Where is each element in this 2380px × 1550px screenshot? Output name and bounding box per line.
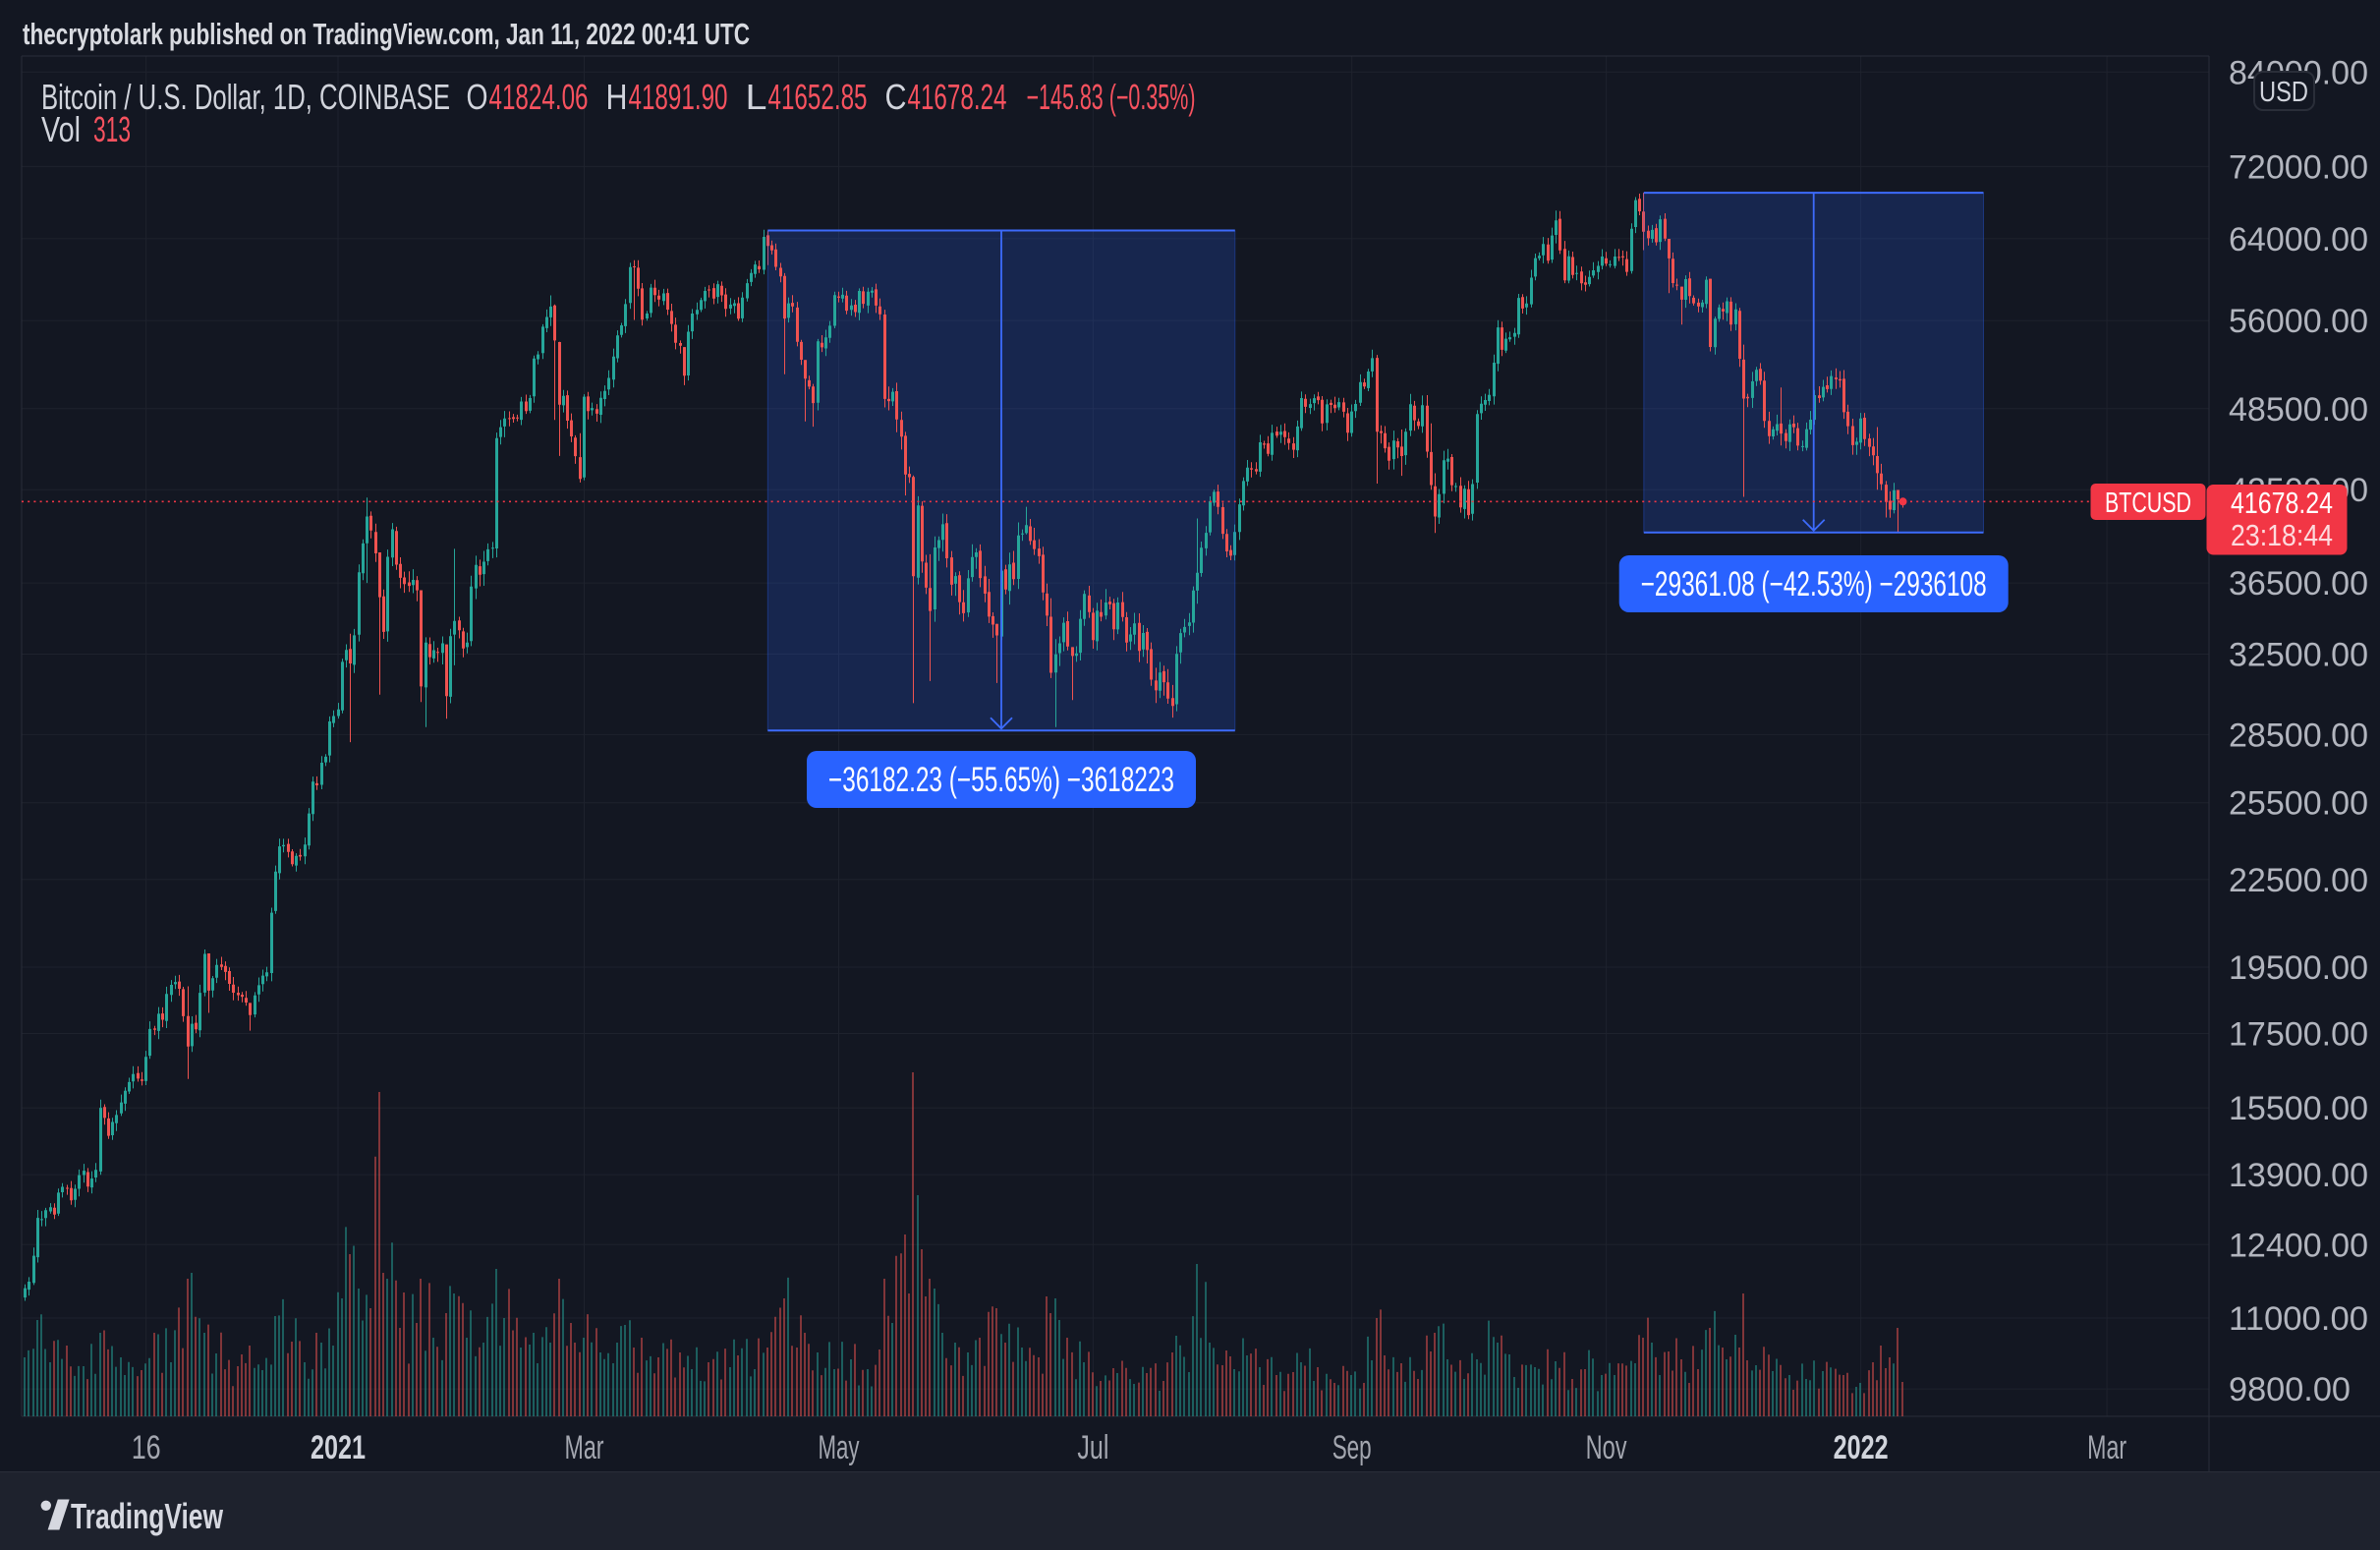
svg-text:Bitcoin / U.S. Dollar, 1D, COI: Bitcoin / U.S. Dollar, 1D, COINBASE [41, 77, 450, 117]
svg-text:BTCUSD: BTCUSD [2105, 488, 2191, 519]
svg-text:USD: USD [2259, 77, 2308, 108]
svg-text:22500.00: 22500.00 [2229, 862, 2368, 899]
svg-text:36500.00: 36500.00 [2229, 565, 2368, 603]
svg-text:O: O [467, 77, 488, 117]
svg-text:C: C [885, 77, 907, 117]
svg-text:17500.00: 17500.00 [2229, 1016, 2368, 1054]
svg-text:Jul: Jul [1077, 1429, 1108, 1466]
svg-text:12400.00: 12400.00 [2229, 1227, 2368, 1264]
svg-text:23:18:44: 23:18:44 [2231, 518, 2333, 552]
svg-text:2022: 2022 [1834, 1429, 1889, 1466]
svg-text:−29361.08 (−42.53%) −2936108: −29361.08 (−42.53%) −2936108 [1641, 565, 1987, 603]
svg-text:41824.06: 41824.06 [489, 77, 589, 117]
svg-text:May: May [819, 1429, 860, 1466]
svg-text:19500.00: 19500.00 [2229, 949, 2368, 987]
svg-text:9800.00: 9800.00 [2229, 1371, 2351, 1408]
svg-text:Mar: Mar [2087, 1429, 2126, 1466]
svg-text:Vol: Vol [41, 109, 81, 149]
svg-text:H: H [606, 77, 628, 117]
svg-text:41652.85: 41652.85 [768, 77, 868, 117]
svg-text:41891.90: 41891.90 [629, 77, 728, 117]
svg-text:TradingView: TradingView [71, 1496, 224, 1536]
svg-text:−145.83 (−0.35%): −145.83 (−0.35%) [1027, 77, 1196, 117]
svg-text:313: 313 [93, 109, 131, 149]
svg-text:thecryptolark published on Tra: thecryptolark published on TradingView.c… [23, 17, 750, 51]
svg-text:28500.00: 28500.00 [2229, 717, 2368, 754]
svg-text:72000.00: 72000.00 [2229, 148, 2368, 186]
svg-text:32500.00: 32500.00 [2229, 637, 2368, 674]
svg-text:41678.24: 41678.24 [2231, 486, 2333, 520]
svg-text:56000.00: 56000.00 [2229, 303, 2368, 340]
svg-text:48500.00: 48500.00 [2229, 391, 2368, 429]
svg-text:15500.00: 15500.00 [2229, 1090, 2368, 1127]
svg-text:11000.00: 11000.00 [2229, 1300, 2368, 1338]
svg-text:16: 16 [132, 1429, 161, 1466]
svg-text:Nov: Nov [1586, 1429, 1627, 1466]
svg-text:64000.00: 64000.00 [2229, 221, 2368, 258]
svg-text:Sep: Sep [1332, 1429, 1372, 1466]
svg-text:41678.24: 41678.24 [908, 77, 1007, 117]
svg-text:L: L [746, 77, 767, 117]
svg-text:13900.00: 13900.00 [2229, 1157, 2368, 1194]
svg-text:−36182.23 (−55.65%) −3618223: −36182.23 (−55.65%) −3618223 [828, 761, 1174, 799]
svg-text:Mar: Mar [565, 1429, 604, 1466]
svg-text:2021: 2021 [311, 1429, 366, 1466]
svg-text:25500.00: 25500.00 [2229, 785, 2368, 823]
